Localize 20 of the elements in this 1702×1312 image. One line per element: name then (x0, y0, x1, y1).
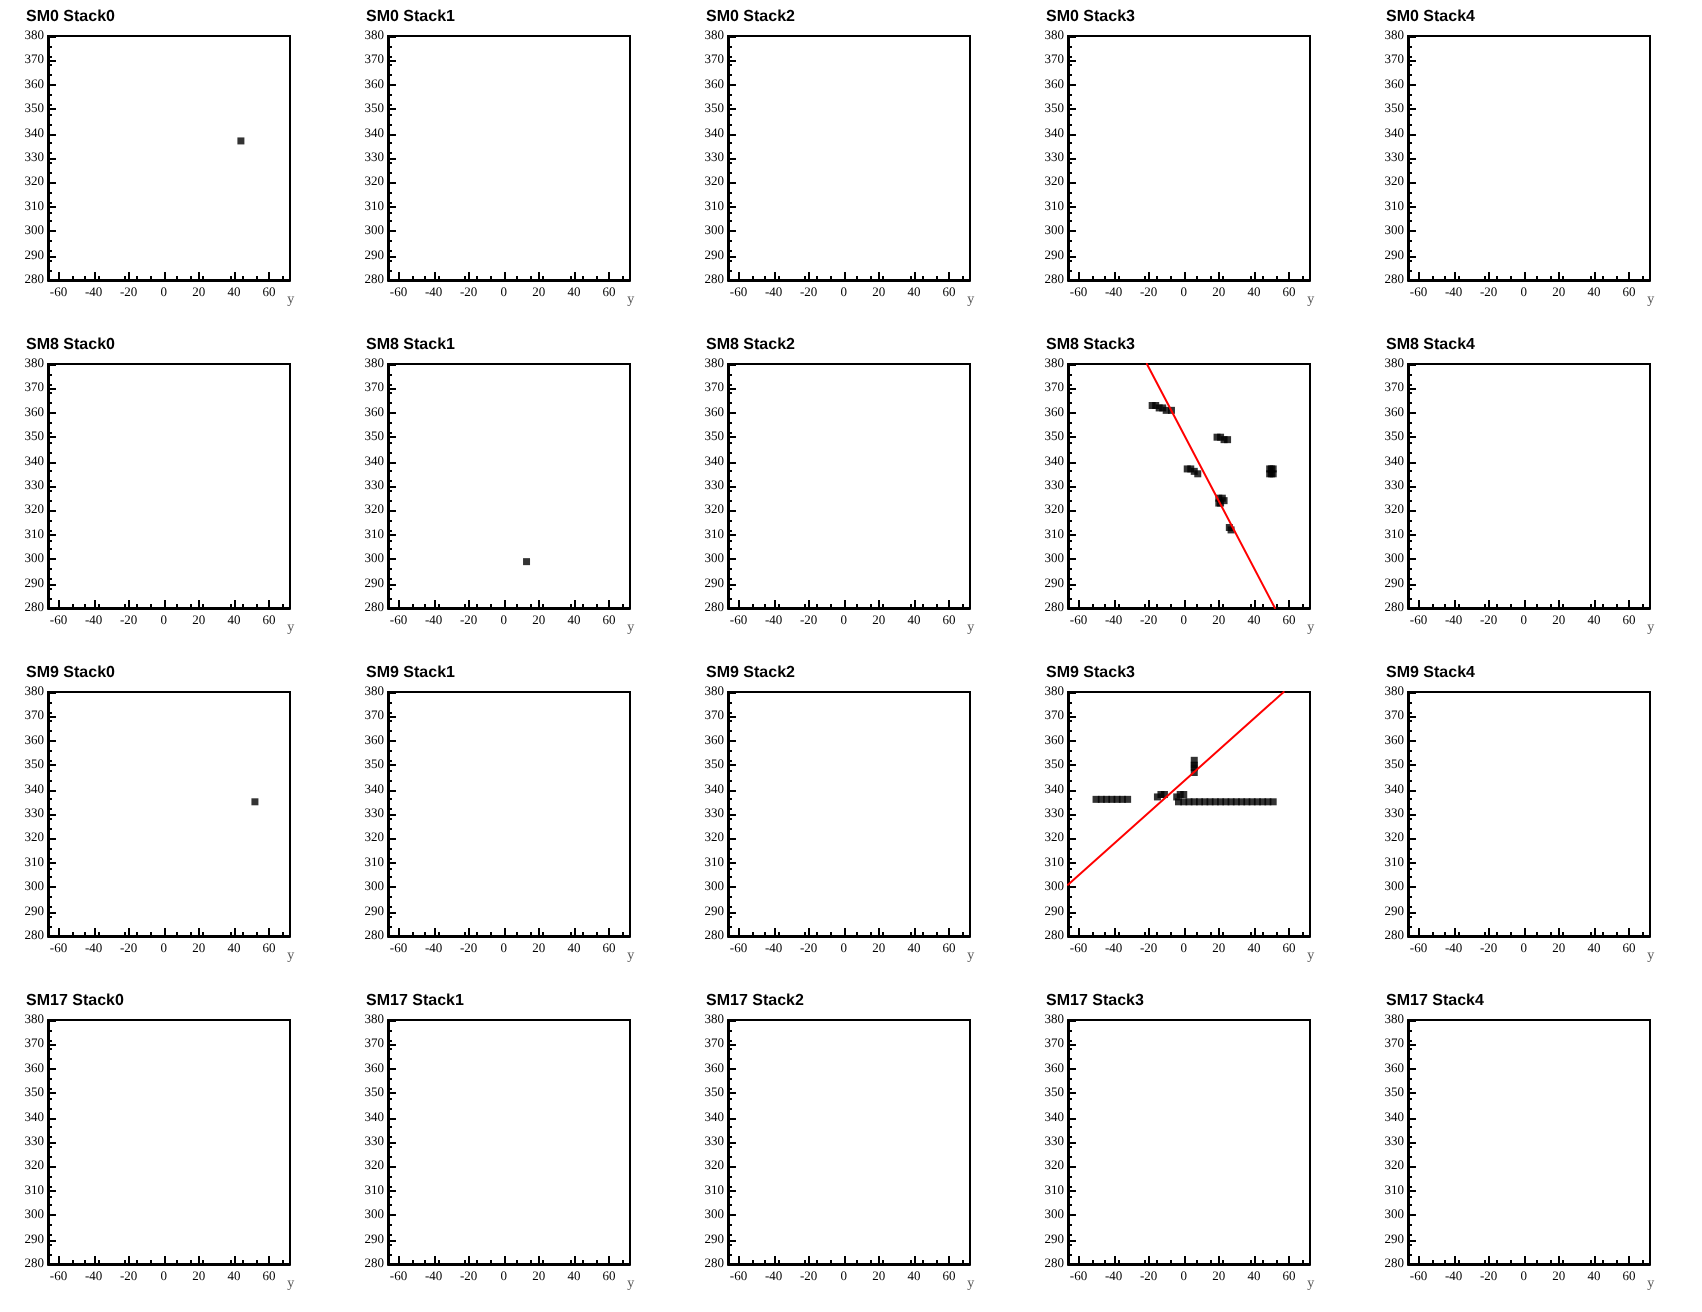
chart-title: SM0 Stack3 (1046, 7, 1137, 25)
chart-title: SM17 Stack0 (26, 991, 125, 1009)
chart-title: SM0 Stack1 (366, 7, 457, 25)
chart-title: SM8 Stack2 (706, 335, 797, 353)
chart-title: SM8 Stack3 (1046, 335, 1137, 353)
chart-title: SM17 Stack4 (1386, 991, 1485, 1009)
chart-title: SM8 Stack4 (1386, 335, 1477, 353)
chart-title: SM9 Stack2 (706, 663, 797, 681)
chart-title: SM0 Stack0 (26, 7, 117, 25)
chart-title: SM8 Stack0 (26, 335, 117, 353)
chart-title: SM9 Stack0 (26, 663, 117, 681)
chart-title: SM17 Stack3 (1046, 991, 1145, 1009)
chart-title: SM9 Stack1 (366, 663, 457, 681)
chart-title: SM17 Stack2 (706, 991, 805, 1009)
chart-title: SM9 Stack3 (1046, 663, 1137, 681)
chart-title: SM17 Stack1 (366, 991, 465, 1009)
chart-title: SM9 Stack4 (1386, 663, 1477, 681)
chart-title: SM0 Stack2 (706, 7, 797, 25)
chart-title: SM0 Stack4 (1386, 7, 1477, 25)
chart-title: SM8 Stack1 (366, 335, 457, 353)
